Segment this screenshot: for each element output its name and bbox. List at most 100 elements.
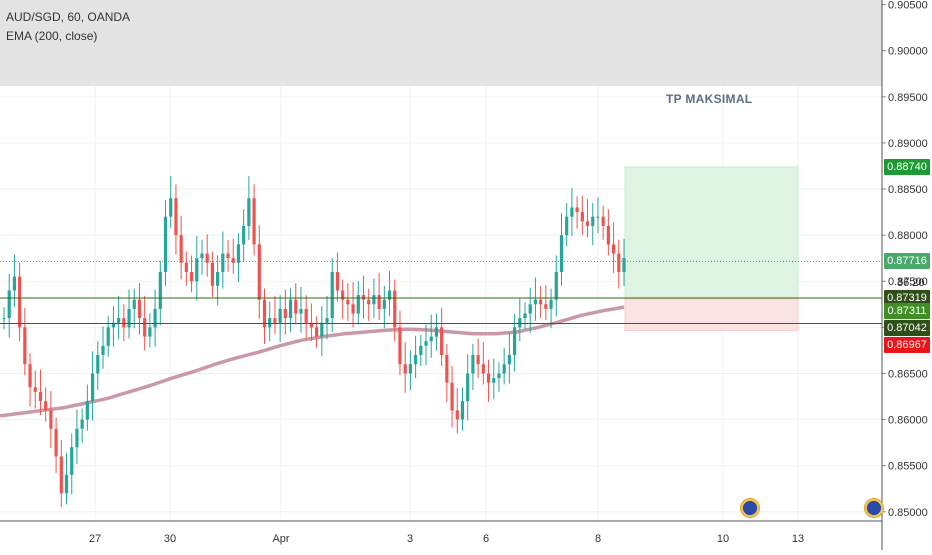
price-badge: 0.88740 <box>884 158 930 175</box>
candle-body <box>403 364 407 374</box>
candle <box>596 197 600 234</box>
candle-body <box>242 225 246 245</box>
profit-zone <box>624 166 799 300</box>
price-tick-label: 0.89500 <box>888 92 928 104</box>
candle-body <box>481 364 485 374</box>
candle <box>216 255 220 306</box>
symbol-title[interactable]: AUD/SGD, 60, OANDA <box>6 10 131 24</box>
candle-body <box>288 299 293 319</box>
candle-body <box>502 364 506 374</box>
loss-zone <box>624 298 799 331</box>
candle <box>299 286 303 333</box>
australia-flag-icon[interactable] <box>864 498 884 518</box>
australia-flag-icon[interactable] <box>740 498 760 518</box>
candle-body <box>356 295 360 314</box>
candle <box>606 209 610 256</box>
price-tick-label: 0.89000 <box>888 138 928 150</box>
candle-body <box>12 276 17 291</box>
candle <box>153 289 157 347</box>
price-tick-label: 0.87500 <box>888 276 928 288</box>
time-tick-label: 13 <box>792 533 804 545</box>
candle-body <box>575 207 579 213</box>
candle <box>205 234 209 277</box>
candle <box>33 370 37 409</box>
candle-body <box>580 212 584 222</box>
horizontal-lines[interactable] <box>0 260 882 324</box>
candle <box>544 284 548 320</box>
candle-body <box>460 401 465 420</box>
candle-body <box>122 318 126 328</box>
candle <box>304 295 308 340</box>
candle-body <box>75 428 79 448</box>
candle <box>169 176 173 228</box>
candle-body <box>283 308 287 319</box>
candle-body <box>486 373 491 383</box>
candle-body <box>596 216 600 218</box>
candle-body <box>148 327 152 337</box>
candle <box>106 316 110 357</box>
candle-body <box>174 198 178 236</box>
candle <box>361 275 366 320</box>
candle-body <box>325 318 329 323</box>
position-zones[interactable] <box>624 166 799 331</box>
candle-body <box>497 373 501 379</box>
candle <box>236 233 241 283</box>
candle <box>549 288 553 329</box>
candle-body <box>476 355 480 365</box>
candle <box>512 313 517 372</box>
candle-body <box>257 244 261 300</box>
grid-lines <box>0 0 882 521</box>
candle-body <box>85 401 89 420</box>
tp-annotation[interactable]: TP MAKSIMAL <box>666 92 753 106</box>
header-shade <box>0 0 882 86</box>
candle <box>617 239 621 289</box>
candle <box>450 366 454 427</box>
candle <box>252 184 256 256</box>
candle-body <box>189 272 194 282</box>
candle-body <box>23 327 27 365</box>
candle-body <box>236 244 241 263</box>
candle-body <box>273 318 277 323</box>
candle <box>591 202 595 246</box>
candle-body <box>101 345 105 356</box>
candle <box>38 369 43 415</box>
candle <box>403 342 407 393</box>
candle <box>367 288 371 321</box>
candle <box>90 351 95 421</box>
price-tick-label: 0.85000 <box>888 507 928 519</box>
price-tick-label: 0.90000 <box>888 46 928 58</box>
candle <box>413 335 418 379</box>
candle <box>122 304 126 342</box>
candle <box>49 390 53 449</box>
time-tick-label: 3 <box>407 533 413 545</box>
candle-body <box>70 447 74 475</box>
candle <box>309 303 313 342</box>
candle <box>580 195 584 236</box>
candle-body <box>299 308 303 314</box>
candle <box>351 282 355 328</box>
candle-body <box>268 318 272 328</box>
candle-body <box>205 253 209 263</box>
candle <box>320 306 324 356</box>
candle-body <box>351 304 355 314</box>
candle-body <box>528 304 532 314</box>
candle-body <box>549 299 553 309</box>
price-tick-label: 0.86000 <box>888 415 928 427</box>
candle <box>325 296 329 340</box>
candle-body <box>132 299 136 309</box>
indicator-title[interactable]: EMA (200, close) <box>6 29 98 43</box>
price-badge: 0.87716 <box>884 253 930 270</box>
candle <box>278 295 282 343</box>
candle-body <box>221 253 225 273</box>
candle-body <box>38 391 43 402</box>
time-tick-label: Apr <box>272 533 289 545</box>
candle-body <box>346 299 350 305</box>
candle-body <box>137 299 142 319</box>
candle-body <box>252 198 256 245</box>
candle-body <box>512 327 517 356</box>
candle <box>101 326 105 369</box>
candle-body <box>44 401 48 411</box>
candle-body <box>195 258 199 282</box>
